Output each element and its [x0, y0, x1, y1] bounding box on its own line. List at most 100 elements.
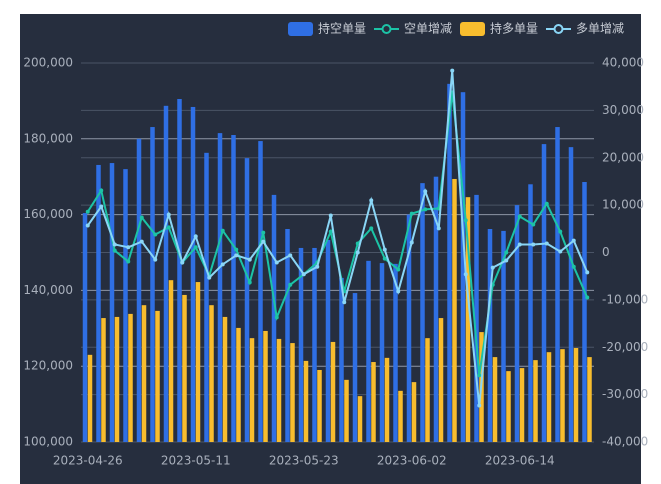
line-point — [382, 247, 387, 252]
bar — [195, 282, 201, 442]
line-point — [328, 229, 333, 234]
bar — [492, 357, 498, 442]
bar — [371, 362, 376, 442]
legend-label: 空单增减 — [404, 22, 452, 36]
bar — [263, 330, 268, 442]
bar — [114, 316, 120, 442]
bar — [150, 127, 155, 443]
y-tick-label: 140,000 — [23, 283, 73, 297]
line-point — [396, 267, 401, 272]
bar — [506, 371, 511, 442]
bar — [573, 348, 579, 442]
line-point — [247, 257, 252, 262]
line-point — [288, 282, 293, 287]
line-point — [477, 373, 482, 378]
line-point — [288, 253, 293, 258]
bar — [528, 184, 533, 442]
bar — [209, 305, 214, 442]
line-point — [504, 258, 509, 263]
line-point — [436, 226, 441, 231]
line-point — [571, 238, 576, 243]
line-point — [517, 214, 522, 219]
line-point — [409, 211, 414, 216]
line-point — [207, 275, 212, 280]
line-point — [112, 242, 117, 247]
line-point — [193, 234, 198, 239]
line-point — [139, 215, 144, 220]
bar — [317, 369, 322, 442]
line-point — [261, 230, 266, 235]
y-tick-label: 180,000 — [23, 131, 73, 145]
line-point — [166, 225, 171, 230]
top-strip — [0, 0, 661, 14]
line-point — [220, 262, 225, 267]
y2-tick-label: 20,000 — [602, 150, 644, 164]
bar — [411, 382, 417, 442]
y-tick-label: 100,000 — [23, 435, 73, 449]
line-point — [531, 222, 536, 227]
bar — [325, 239, 331, 442]
y2-tick-label: -40,000 — [602, 435, 648, 449]
x-tick-label: 2023-04-26 — [53, 454, 123, 468]
bar — [101, 318, 106, 442]
bar — [303, 360, 309, 442]
bar — [460, 92, 466, 443]
y-tick-label: 120,000 — [23, 359, 73, 373]
bar — [344, 379, 349, 442]
line-point — [99, 188, 104, 193]
x-tick-label: 2023-06-14 — [485, 454, 555, 468]
y2-tick-label: 30,000 — [602, 103, 644, 117]
y2-tick-label: 10,000 — [602, 198, 644, 212]
line-point — [517, 242, 522, 247]
bar — [487, 229, 493, 442]
legend-swatch — [288, 22, 313, 36]
bar — [141, 305, 147, 442]
bar — [420, 183, 425, 442]
bar — [123, 169, 128, 442]
line-point — [369, 198, 374, 203]
bar — [109, 163, 115, 442]
y2-tick-label: -10,000 — [602, 292, 648, 306]
bar — [290, 343, 295, 442]
bar — [447, 83, 452, 442]
line-point — [423, 207, 428, 212]
bar — [465, 197, 471, 442]
line-point — [247, 280, 252, 285]
line-point — [234, 253, 239, 258]
y-tick-label: 200,000 — [23, 56, 73, 70]
line-point — [220, 228, 225, 233]
bar — [249, 338, 255, 442]
bar — [560, 349, 565, 442]
bar — [217, 133, 223, 443]
line-point — [126, 259, 131, 264]
bar — [379, 263, 385, 442]
bar — [285, 229, 290, 442]
bar — [474, 194, 479, 442]
bar — [587, 357, 592, 442]
legend-swatch — [381, 24, 392, 34]
bar — [366, 260, 371, 442]
line-point — [409, 240, 414, 245]
line-point — [463, 272, 468, 277]
line-point — [585, 270, 590, 275]
line-point — [180, 260, 185, 265]
line-point — [490, 265, 495, 270]
x-tick-label: 2023-06-02 — [377, 454, 447, 468]
line-point — [477, 403, 482, 408]
bar — [271, 194, 277, 442]
bar — [433, 176, 439, 442]
bar — [425, 338, 430, 442]
bar — [136, 138, 142, 443]
bar — [177, 99, 182, 442]
line-point — [342, 300, 347, 305]
bar — [168, 280, 174, 442]
bar — [128, 313, 133, 442]
bar — [190, 106, 196, 443]
x-tick-label: 2023-05-23 — [269, 454, 339, 468]
line-point — [450, 68, 455, 73]
line-point — [463, 218, 468, 223]
line-point — [531, 242, 536, 247]
y2-tick-label: -30,000 — [602, 387, 648, 401]
bar — [330, 341, 336, 442]
